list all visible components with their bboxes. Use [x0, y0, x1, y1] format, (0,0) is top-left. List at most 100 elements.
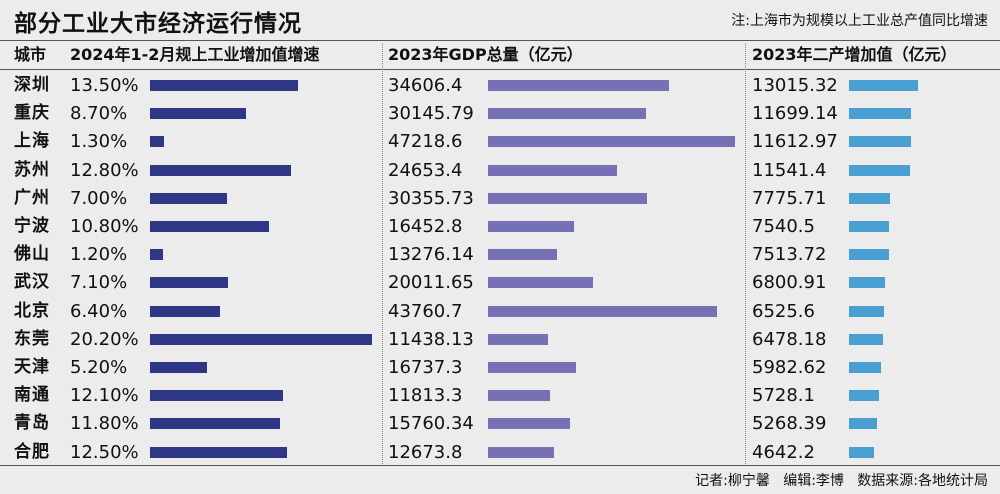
value-label-series-1: 13.50%	[70, 75, 139, 96]
value-label-series-3: 7540.5	[752, 216, 815, 237]
value-label-series-2: 11438.13	[388, 328, 474, 350]
bar-series-3	[849, 418, 877, 430]
footer-source: 数据来源:各地统计局	[857, 473, 988, 489]
bar-series-2	[488, 221, 575, 232]
city-label: 南通	[14, 385, 50, 406]
footer-rule	[0, 465, 1000, 466]
value-label-series-1: 12.10%	[70, 385, 139, 407]
city-label: 青岛	[14, 413, 50, 434]
city-label: 深圳	[14, 75, 50, 95]
bar-series-3	[849, 192, 891, 204]
table-row: 重庆 8.70% 30145.79 11699.14	[0, 100, 1000, 127]
city-label: 佛山	[14, 244, 50, 265]
bar-series-2	[488, 192, 647, 204]
city-label: 合肥	[14, 441, 50, 462]
bar-series-2	[488, 418, 571, 430]
bar-series-2	[488, 108, 646, 120]
chart-note: 注:上海市为规模以上工业总产值同比增速	[731, 13, 988, 29]
bar-series-2	[488, 80, 670, 91]
bar-series-3	[849, 446, 874, 458]
table-row: 佛山 1.20% 13276.14 7513.72	[0, 241, 1000, 268]
value-label-series-1: 1.30%	[70, 131, 128, 153]
city-label: 上海	[14, 131, 50, 152]
value-label-series-1: 11.80%	[70, 413, 139, 435]
city-label: 武汉	[14, 272, 50, 293]
value-label-series-3: 11699.14	[752, 103, 838, 125]
value-label-series-3: 6478.18	[752, 328, 827, 350]
bar-series-3	[849, 136, 911, 148]
value-label-series-2: 20011.65	[388, 272, 474, 294]
header-col1: 2024年1-2月规上工业增加值增速	[70, 45, 320, 64]
value-label-series-2: 30145.79	[388, 103, 474, 125]
city-label: 天津	[14, 357, 50, 377]
city-label: 苏州	[14, 159, 50, 180]
table-row: 合肥 12.50% 12673.8 4642.2	[0, 439, 1000, 466]
value-label-series-3: 5728.1	[752, 385, 815, 407]
value-label-series-3: 5982.62	[752, 357, 827, 378]
header-top-rule	[0, 40, 1000, 41]
value-label-series-2: 16737.3	[388, 357, 463, 378]
value-label-series-3: 6525.6	[752, 300, 815, 322]
table-row: 青岛 11.80% 15760.34 5268.39	[0, 410, 1000, 437]
city-label: 广州	[14, 187, 50, 208]
footer-reporter: 记者:柳宁馨	[695, 473, 770, 489]
footer-editor: 编辑:李博	[783, 473, 844, 489]
bar-series-2	[488, 305, 717, 317]
value-label-series-3: 4642.2	[752, 441, 815, 463]
header-bottom-rule	[0, 69, 1000, 70]
column-divider	[382, 43, 383, 464]
value-label-series-1: 10.80%	[70, 216, 139, 237]
chart-title: 部分工业大市经济运行情况	[14, 11, 302, 37]
value-label-series-2: 43760.7	[388, 300, 463, 322]
table-row: 广州 7.00% 30355.73 7775.71	[0, 185, 1000, 212]
value-label-series-2: 16452.8	[388, 216, 463, 237]
table-row: 深圳 13.50% 34606.4 13015.32	[0, 72, 1000, 99]
bar-series-1	[150, 164, 291, 176]
table-row: 苏州 12.80% 24653.4 11541.4	[0, 157, 1000, 184]
bar-series-3	[849, 362, 881, 373]
bar-series-3	[849, 221, 889, 232]
value-label-series-2: 12673.8	[388, 441, 463, 463]
table-row: 宁波 10.80% 16452.8 7540.5	[0, 213, 1000, 240]
value-label-series-2: 30355.73	[388, 187, 474, 209]
value-label-series-1: 7.10%	[70, 272, 128, 294]
value-label-series-3: 5268.39	[752, 413, 827, 435]
bar-series-3	[849, 164, 911, 176]
footer-credits: 记者:柳宁馨 编辑:李博 数据来源:各地统计局	[695, 470, 988, 490]
value-label-series-2: 24653.4	[388, 159, 463, 181]
table-row: 天津 5.20% 16737.3 5982.62	[0, 354, 1000, 381]
value-label-series-1: 1.20%	[70, 244, 128, 266]
bar-series-3	[849, 108, 912, 120]
header-col3: 2023年二产增加值（亿元）	[752, 45, 957, 64]
value-label-series-3: 6800.91	[752, 272, 827, 294]
bar-series-1	[150, 192, 227, 204]
value-label-series-2: 15760.34	[388, 413, 474, 435]
bar-series-2	[488, 249, 558, 261]
city-label: 重庆	[14, 103, 50, 124]
bar-series-3	[849, 249, 889, 261]
bar-series-2	[488, 333, 548, 345]
value-label-series-1: 6.40%	[70, 300, 128, 322]
city-label: 北京	[14, 300, 50, 321]
bar-series-1	[150, 277, 229, 289]
bar-series-1	[150, 446, 288, 458]
bar-series-1	[150, 221, 269, 232]
bar-series-3	[849, 80, 918, 91]
bar-series-3	[849, 390, 880, 402]
bar-series-1	[150, 108, 246, 120]
bar-series-1	[150, 80, 299, 91]
value-label-series-1: 12.50%	[70, 441, 139, 463]
city-label: 东莞	[14, 328, 50, 349]
value-label-series-2: 13276.14	[388, 244, 474, 266]
table-row: 武汉 7.10% 20011.65 6800.91	[0, 269, 1000, 296]
value-label-series-1: 12.80%	[70, 159, 139, 181]
bar-series-2	[488, 136, 735, 148]
bar-series-3	[849, 305, 884, 317]
value-label-series-1: 5.20%	[70, 357, 128, 378]
header-col2: 2023年GDP总量（亿元）	[388, 45, 583, 64]
value-label-series-1: 8.70%	[70, 103, 128, 125]
value-label-series-2: 11813.3	[388, 385, 463, 407]
bar-series-2	[488, 446, 555, 458]
value-label-series-2: 47218.6	[388, 131, 463, 153]
value-label-series-3: 7513.72	[752, 244, 827, 266]
